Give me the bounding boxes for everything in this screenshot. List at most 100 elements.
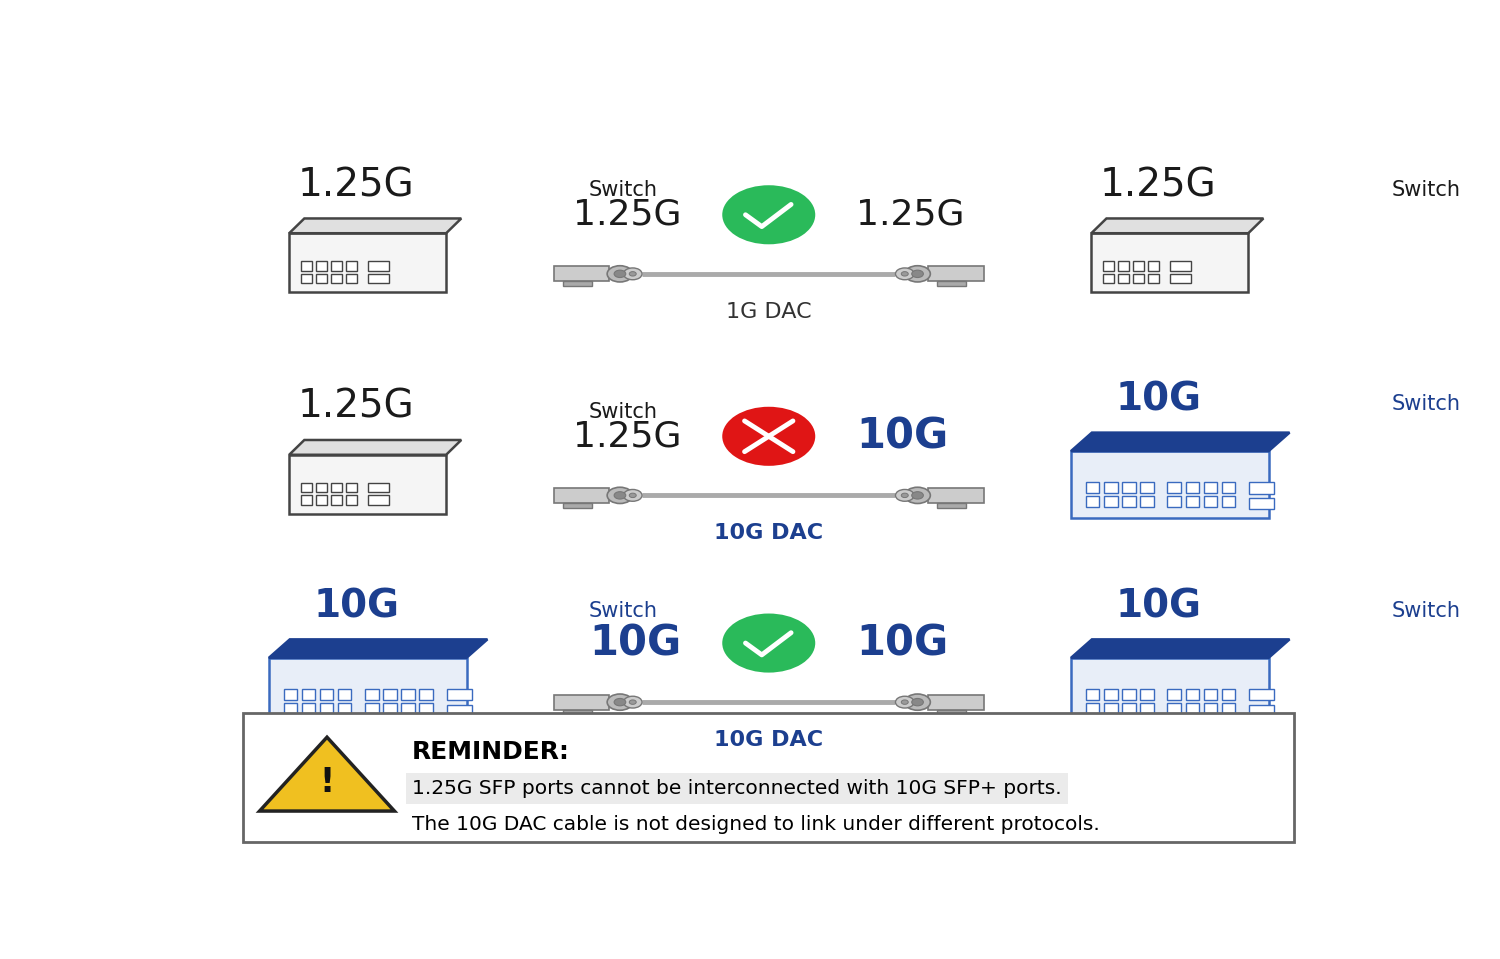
Text: Switch: Switch bbox=[590, 180, 658, 200]
FancyBboxPatch shape bbox=[1086, 482, 1100, 493]
Circle shape bbox=[904, 266, 930, 282]
FancyBboxPatch shape bbox=[1140, 703, 1154, 713]
FancyBboxPatch shape bbox=[1250, 690, 1275, 700]
FancyBboxPatch shape bbox=[1104, 482, 1118, 493]
FancyBboxPatch shape bbox=[368, 261, 388, 270]
FancyBboxPatch shape bbox=[366, 690, 378, 699]
FancyBboxPatch shape bbox=[1071, 658, 1269, 724]
Text: 1.25G: 1.25G bbox=[297, 387, 414, 426]
FancyBboxPatch shape bbox=[332, 261, 342, 270]
FancyBboxPatch shape bbox=[316, 496, 327, 505]
Text: 1.25G: 1.25G bbox=[1100, 166, 1216, 204]
Text: Switch: Switch bbox=[1390, 180, 1460, 200]
FancyBboxPatch shape bbox=[332, 482, 342, 492]
Text: 10G DAC: 10G DAC bbox=[714, 524, 824, 544]
Circle shape bbox=[614, 492, 626, 499]
FancyBboxPatch shape bbox=[1122, 703, 1136, 713]
FancyBboxPatch shape bbox=[243, 713, 1294, 842]
FancyBboxPatch shape bbox=[1221, 690, 1234, 699]
Circle shape bbox=[608, 487, 633, 503]
FancyBboxPatch shape bbox=[1086, 703, 1100, 713]
Text: Switch: Switch bbox=[1390, 601, 1460, 621]
FancyBboxPatch shape bbox=[562, 503, 592, 508]
FancyBboxPatch shape bbox=[284, 703, 297, 713]
FancyBboxPatch shape bbox=[1250, 482, 1275, 494]
FancyBboxPatch shape bbox=[1221, 482, 1234, 493]
Polygon shape bbox=[290, 440, 462, 455]
FancyBboxPatch shape bbox=[368, 496, 388, 505]
Circle shape bbox=[912, 698, 924, 706]
Circle shape bbox=[624, 489, 642, 502]
FancyBboxPatch shape bbox=[1203, 690, 1216, 699]
Circle shape bbox=[608, 266, 633, 282]
FancyBboxPatch shape bbox=[290, 455, 446, 514]
FancyBboxPatch shape bbox=[938, 503, 966, 508]
Circle shape bbox=[902, 700, 908, 704]
FancyBboxPatch shape bbox=[1122, 690, 1136, 699]
FancyBboxPatch shape bbox=[1140, 482, 1154, 493]
Text: 1.25G: 1.25G bbox=[856, 198, 964, 232]
FancyBboxPatch shape bbox=[1104, 690, 1118, 699]
FancyBboxPatch shape bbox=[402, 703, 416, 713]
FancyBboxPatch shape bbox=[368, 274, 388, 284]
FancyBboxPatch shape bbox=[1086, 497, 1100, 506]
FancyBboxPatch shape bbox=[1122, 497, 1136, 506]
FancyBboxPatch shape bbox=[1221, 497, 1234, 506]
FancyBboxPatch shape bbox=[1203, 482, 1216, 493]
FancyBboxPatch shape bbox=[1149, 261, 1160, 270]
Text: Switch: Switch bbox=[590, 601, 658, 621]
Text: 10G: 10G bbox=[314, 587, 399, 625]
FancyBboxPatch shape bbox=[1104, 703, 1118, 713]
FancyBboxPatch shape bbox=[1132, 274, 1144, 284]
Text: 10G: 10G bbox=[1114, 587, 1202, 625]
FancyBboxPatch shape bbox=[1118, 261, 1130, 270]
FancyBboxPatch shape bbox=[1140, 690, 1154, 699]
FancyBboxPatch shape bbox=[316, 274, 327, 284]
Text: 10G: 10G bbox=[1114, 381, 1202, 418]
FancyBboxPatch shape bbox=[302, 703, 315, 713]
FancyBboxPatch shape bbox=[1167, 482, 1180, 493]
Circle shape bbox=[614, 698, 626, 706]
FancyBboxPatch shape bbox=[1170, 261, 1191, 270]
Text: Switch: Switch bbox=[590, 402, 658, 422]
FancyBboxPatch shape bbox=[1149, 274, 1160, 284]
FancyBboxPatch shape bbox=[1167, 497, 1180, 506]
FancyBboxPatch shape bbox=[1092, 233, 1248, 292]
Circle shape bbox=[912, 492, 924, 499]
FancyBboxPatch shape bbox=[1185, 690, 1198, 699]
FancyBboxPatch shape bbox=[346, 482, 357, 492]
Circle shape bbox=[896, 489, 914, 502]
FancyBboxPatch shape bbox=[554, 694, 609, 710]
Polygon shape bbox=[268, 640, 488, 658]
Text: 1.25G SFP ports cannot be interconnected with 10G SFP+ ports.: 1.25G SFP ports cannot be interconnected… bbox=[413, 779, 1062, 798]
Circle shape bbox=[912, 270, 924, 277]
FancyBboxPatch shape bbox=[290, 233, 446, 292]
FancyBboxPatch shape bbox=[320, 690, 333, 699]
Polygon shape bbox=[260, 737, 394, 811]
FancyBboxPatch shape bbox=[562, 710, 592, 714]
Circle shape bbox=[630, 700, 636, 704]
Text: Switch: Switch bbox=[1390, 394, 1460, 414]
Circle shape bbox=[723, 407, 816, 466]
Polygon shape bbox=[1071, 433, 1290, 451]
FancyBboxPatch shape bbox=[562, 281, 592, 287]
FancyBboxPatch shape bbox=[420, 690, 434, 699]
Circle shape bbox=[896, 268, 914, 280]
FancyBboxPatch shape bbox=[332, 274, 342, 284]
FancyBboxPatch shape bbox=[938, 710, 966, 714]
Circle shape bbox=[902, 271, 908, 276]
FancyBboxPatch shape bbox=[302, 274, 312, 284]
FancyBboxPatch shape bbox=[1185, 482, 1198, 493]
Polygon shape bbox=[1071, 640, 1290, 658]
FancyBboxPatch shape bbox=[284, 690, 297, 699]
FancyBboxPatch shape bbox=[1250, 705, 1275, 715]
FancyBboxPatch shape bbox=[447, 690, 472, 700]
Circle shape bbox=[902, 493, 908, 498]
Circle shape bbox=[904, 487, 930, 503]
FancyBboxPatch shape bbox=[928, 267, 984, 281]
Text: 10G: 10G bbox=[590, 622, 681, 664]
Text: 10G: 10G bbox=[856, 622, 948, 664]
FancyBboxPatch shape bbox=[268, 658, 466, 724]
FancyBboxPatch shape bbox=[1086, 690, 1100, 699]
FancyBboxPatch shape bbox=[338, 703, 351, 713]
